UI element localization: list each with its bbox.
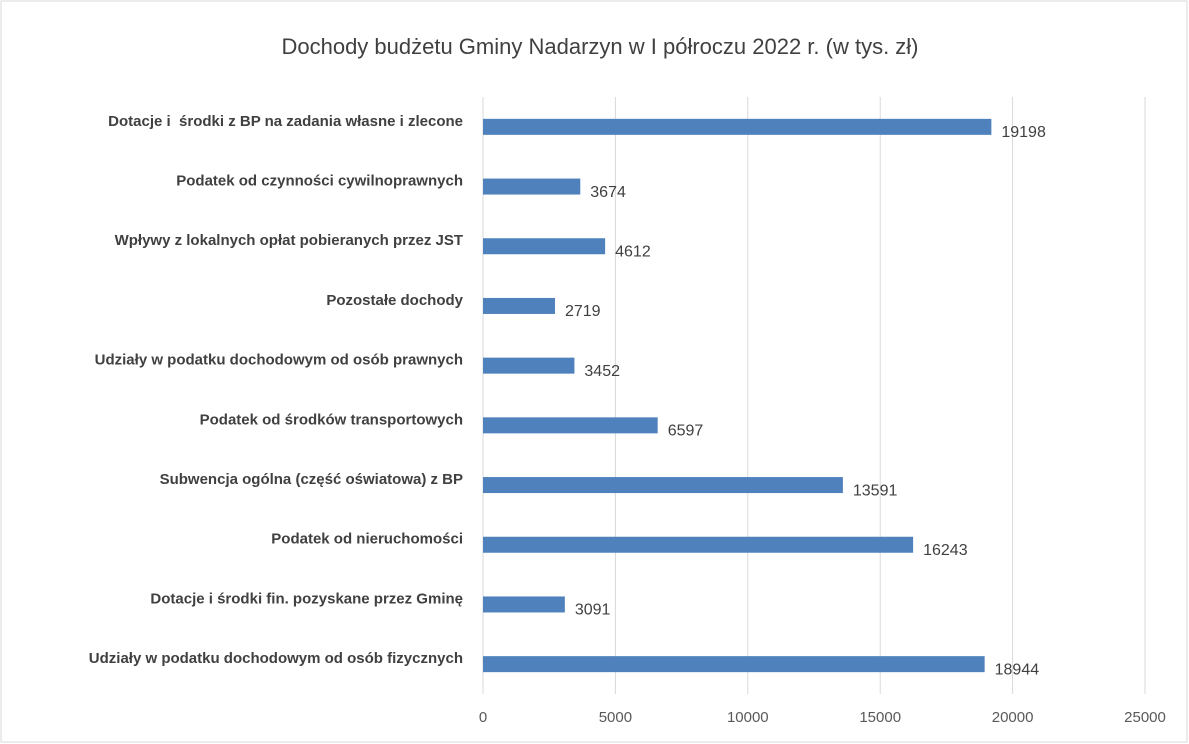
y-tick-label: Podatek od środków transportowych [200,411,463,428]
y-tick-label: Podatek od nieruchomości [271,531,463,548]
x-tick-label: 10000 [727,709,769,726]
x-tick-label: 5000 [599,709,632,726]
value-label: 19198 [1001,124,1046,141]
bar [483,178,581,195]
bar [483,477,843,494]
y-tick-label: Pozostałe dochody [326,292,463,309]
value-label: 13591 [853,482,898,499]
bar [483,238,606,255]
value-label: 3452 [584,363,620,380]
bar [483,118,992,135]
bar [483,357,575,374]
bar [483,656,985,673]
y-tick-label: Podatek od czynności cywilnoprawnych [176,173,463,190]
bar [483,596,565,613]
bar [483,297,555,314]
bar [483,536,914,553]
chart-title: Dochody budżetu Gminy Nadarzyn w I półro… [281,34,918,59]
value-label: 3091 [575,602,611,619]
value-label: 18944 [995,661,1040,678]
y-tick-label: Dotacje i środki fin. pozyskane przez Gm… [150,590,463,607]
x-tick-label: 0 [479,709,487,726]
x-tick-label: 15000 [859,709,901,726]
value-label: 4612 [615,243,651,260]
value-label: 2719 [565,303,601,320]
bar [483,417,658,434]
x-tick-label: 25000 [1124,709,1166,726]
x-tick-label: 20000 [992,709,1034,726]
value-label: 3674 [590,184,626,201]
value-label: 16243 [923,542,968,559]
y-tick-label: Wpływy z lokalnych opłat pobieranych prz… [115,232,463,249]
value-label: 6597 [668,423,704,440]
y-tick-label: Dotacje i środki z BP na zadania własne … [108,113,463,130]
y-tick-label: Udziały w podatku dochodowym od osób fiz… [89,650,463,667]
y-tick-label: Udziały w podatku dochodowym od osób pra… [95,352,463,369]
y-tick-label: Subwencja ogólna (część oświatowa) z BP [160,471,463,488]
